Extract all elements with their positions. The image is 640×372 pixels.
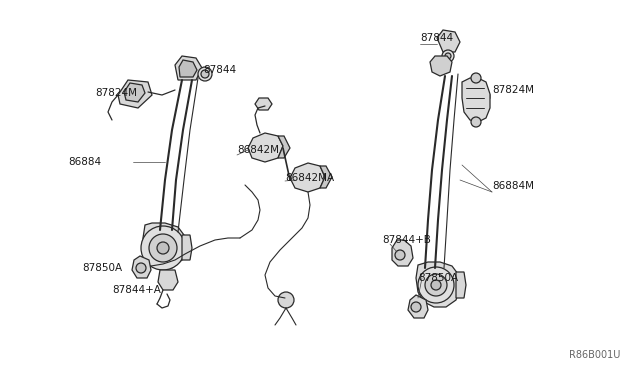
Text: 87844: 87844 (420, 33, 453, 43)
Circle shape (471, 117, 481, 127)
Polygon shape (158, 270, 178, 290)
Circle shape (136, 263, 146, 273)
Polygon shape (430, 56, 452, 76)
Circle shape (278, 292, 294, 308)
Text: 87850A: 87850A (418, 273, 458, 283)
Circle shape (418, 267, 454, 303)
Circle shape (157, 242, 169, 254)
Circle shape (431, 280, 441, 290)
Polygon shape (462, 78, 490, 122)
Polygon shape (248, 133, 283, 162)
Polygon shape (416, 262, 460, 307)
Circle shape (445, 53, 451, 59)
Polygon shape (278, 136, 290, 158)
Polygon shape (392, 240, 413, 266)
Text: 86842MA: 86842MA (285, 173, 334, 183)
Circle shape (442, 50, 454, 62)
Polygon shape (132, 256, 151, 278)
Polygon shape (179, 60, 197, 77)
Text: 86884M: 86884M (492, 181, 534, 191)
Text: 87824M: 87824M (492, 85, 534, 95)
Circle shape (149, 234, 177, 262)
Circle shape (425, 274, 447, 296)
Text: 87844: 87844 (203, 65, 236, 75)
Text: R86B001U: R86B001U (568, 350, 620, 360)
Text: 87850A: 87850A (82, 263, 122, 273)
Circle shape (395, 250, 405, 260)
Polygon shape (437, 30, 460, 52)
Text: 86884: 86884 (68, 157, 101, 167)
Polygon shape (408, 295, 428, 318)
Polygon shape (175, 56, 202, 80)
Polygon shape (182, 235, 192, 260)
Text: 87824M: 87824M (95, 88, 137, 98)
Text: 87844+A: 87844+A (112, 285, 161, 295)
Polygon shape (118, 80, 152, 108)
Polygon shape (143, 223, 186, 268)
Polygon shape (255, 98, 272, 110)
Circle shape (198, 67, 212, 81)
Polygon shape (456, 272, 466, 298)
Circle shape (411, 302, 421, 312)
Circle shape (471, 73, 481, 83)
Polygon shape (290, 163, 325, 192)
Polygon shape (320, 166, 332, 188)
Polygon shape (124, 83, 145, 102)
Text: 86842M: 86842M (237, 145, 279, 155)
Circle shape (201, 70, 209, 78)
Text: 87844+B: 87844+B (382, 235, 431, 245)
Circle shape (141, 226, 185, 270)
